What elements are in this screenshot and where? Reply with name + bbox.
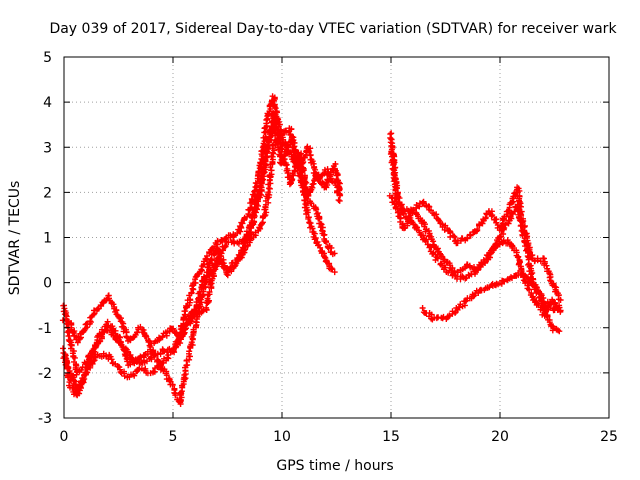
y-tick-label: -2 (38, 366, 52, 382)
y-tick-label: 0 (43, 276, 52, 292)
y-tick-label: 4 (43, 95, 52, 111)
x-tick-label: 0 (60, 429, 69, 445)
y-axis-label: SDTVAR / TECUs (7, 181, 23, 296)
chart-title: Day 039 of 2017, Sidereal Day-to-day VTE… (49, 21, 617, 37)
axis-ticks: 0 5 10 15 20 25 -3 -2 -1 0 1 2 3 4 5 (38, 50, 618, 445)
y-tick-label: 2 (43, 185, 52, 201)
x-tick-label: 20 (491, 429, 509, 445)
x-tick-label: 25 (600, 429, 618, 445)
y-tick-label: 5 (43, 50, 52, 66)
x-tick-label: 15 (382, 429, 400, 445)
x-tick-label: 5 (169, 429, 178, 445)
y-tick-label: -3 (38, 411, 52, 427)
series-trace-d (59, 125, 338, 351)
x-axis-label: GPS time / hours (276, 458, 393, 474)
data-point-markers (59, 125, 338, 351)
x-tick-label: 10 (273, 429, 291, 445)
data-marks (59, 93, 564, 407)
data-point-markers (387, 148, 563, 335)
series-trace-g (387, 148, 563, 335)
series-trace-h (419, 269, 563, 323)
y-tick-label: 3 (43, 140, 52, 156)
y-tick-label: 1 (43, 231, 52, 247)
y-tick-label: -1 (38, 321, 52, 337)
data-point-markers (419, 269, 563, 323)
